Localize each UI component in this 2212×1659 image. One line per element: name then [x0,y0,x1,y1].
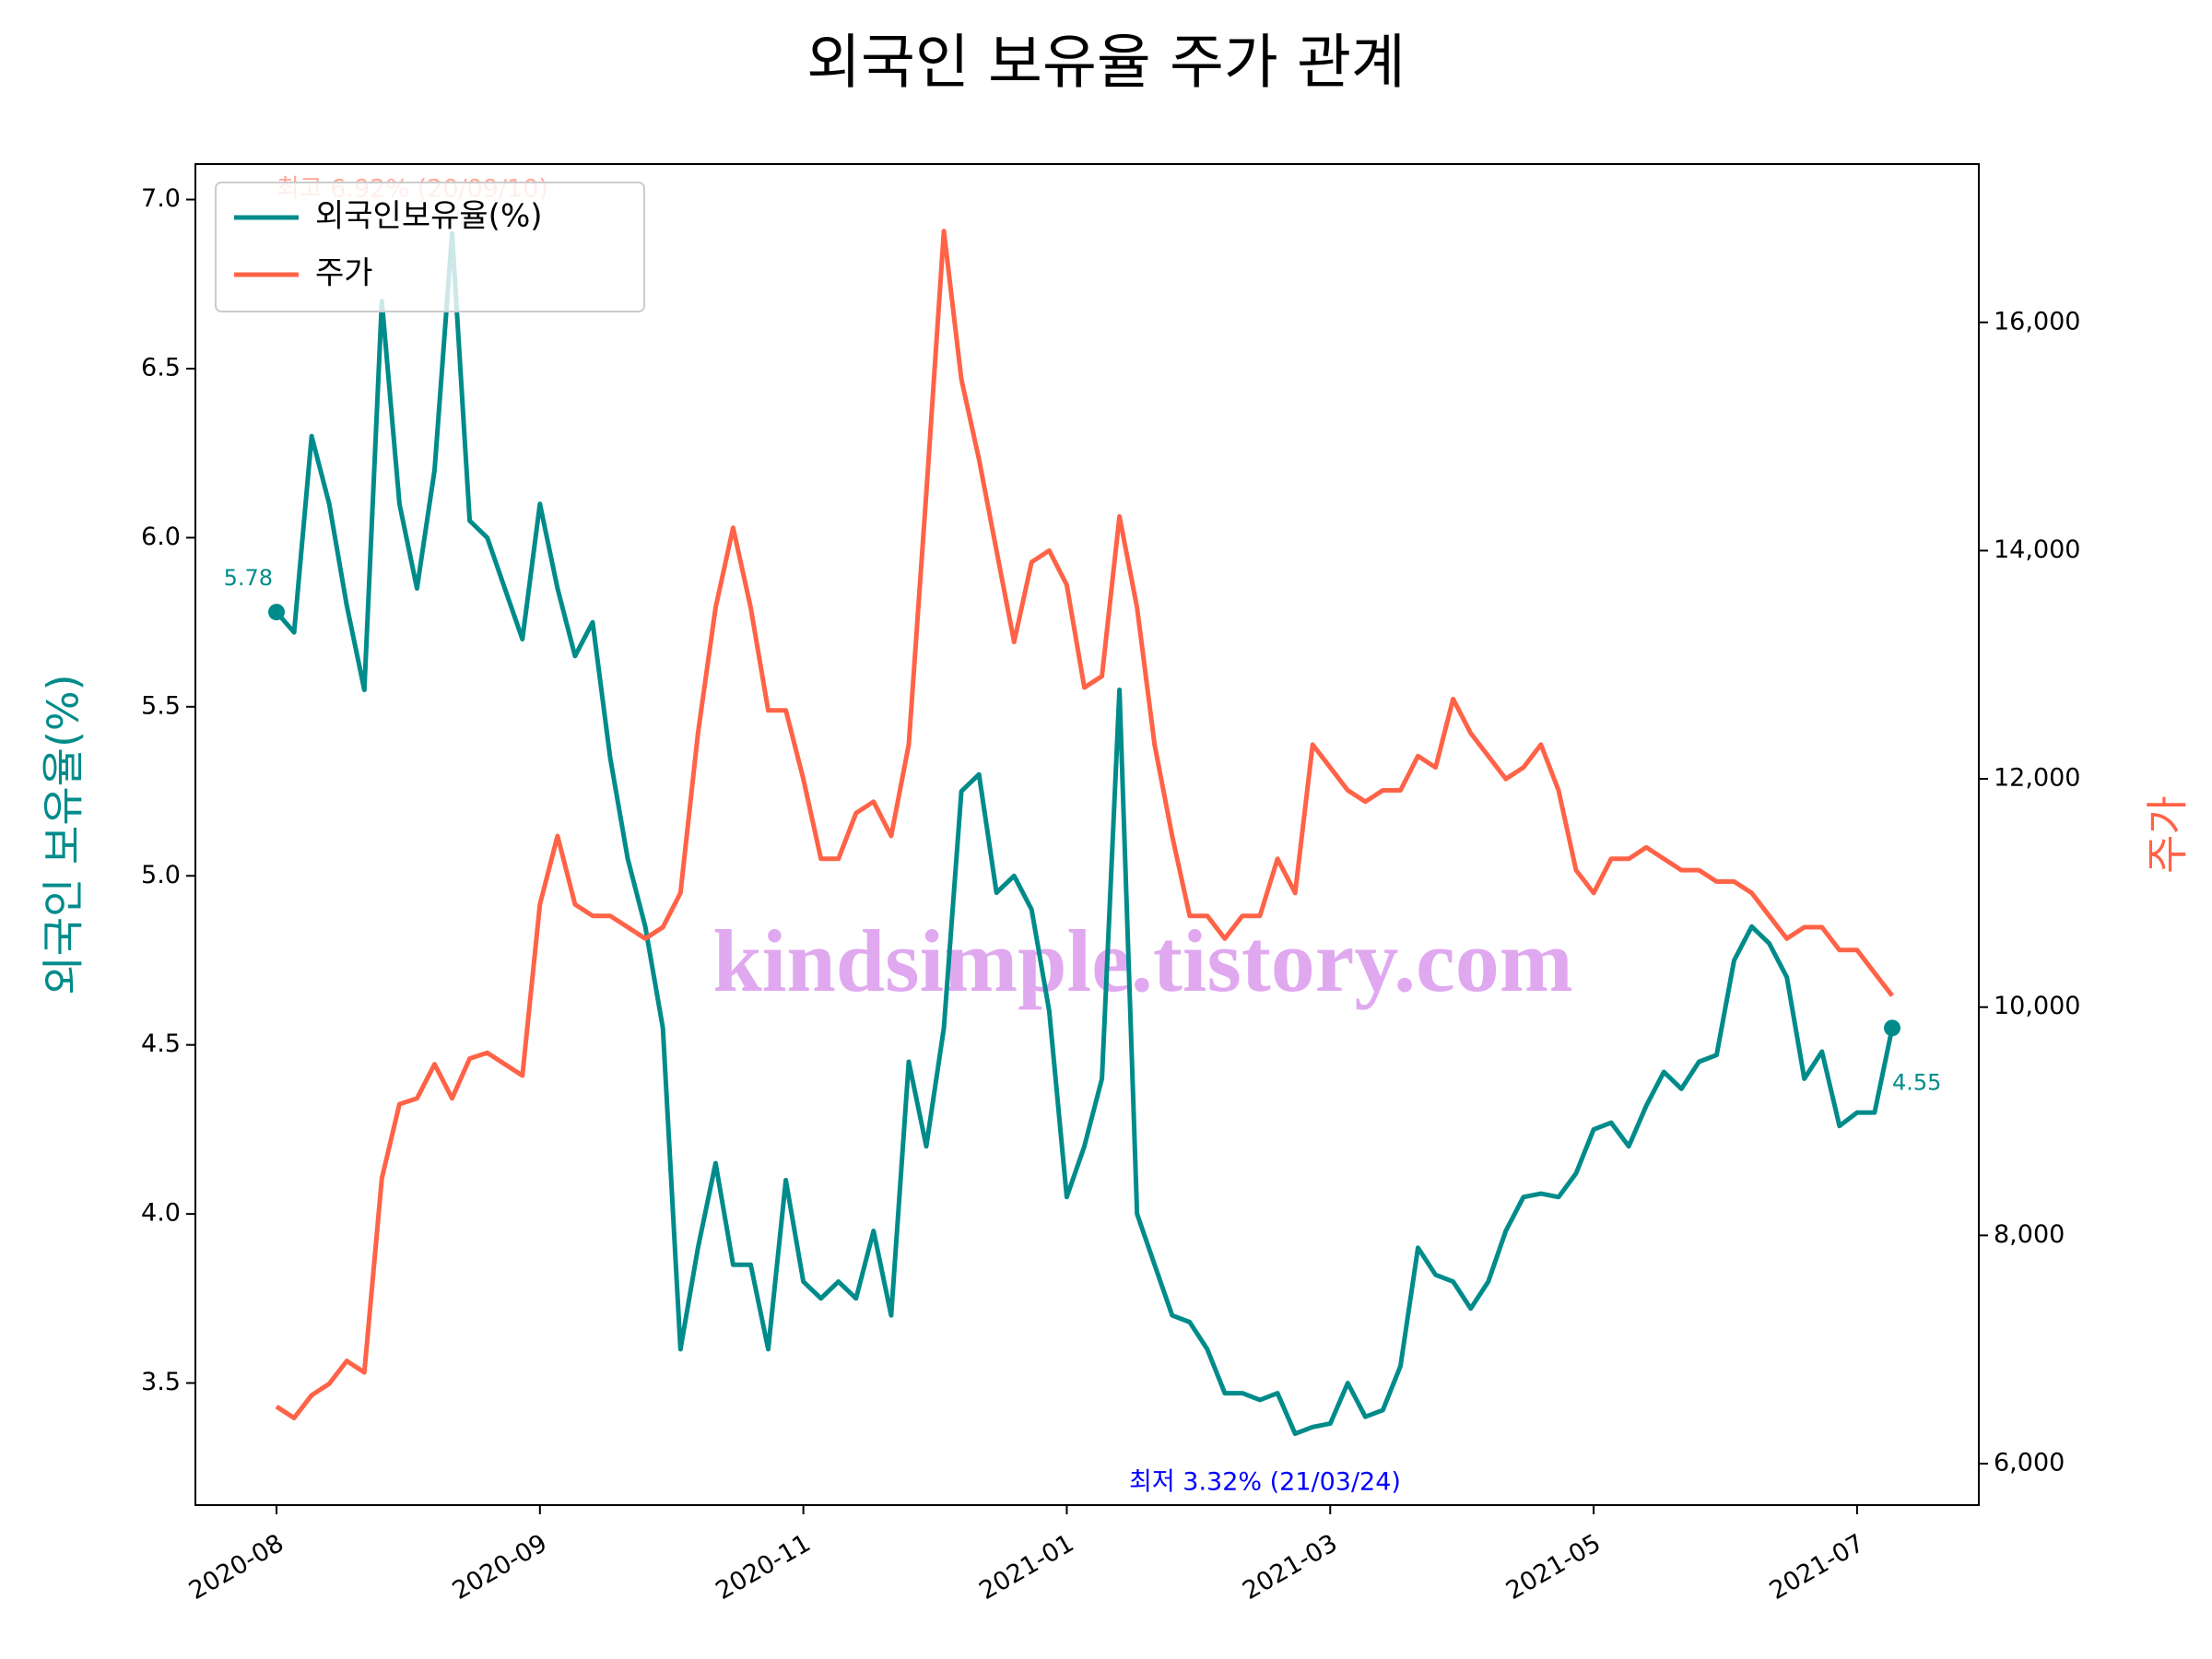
y-tick-label: 4.5 [141,1030,181,1058]
y2-tick-label: 12,000 [1994,764,2080,793]
legend: 외국인보유율(%) 주가 [215,182,645,312]
chart-title: 외국인 보유율 주가 관계 [806,29,1406,98]
plot-frame [194,163,1980,1506]
y-tick-label: 5.0 [141,861,181,889]
x-tick-label: 2021-05 [1501,1529,1606,1606]
y2-tick-label: 10,000 [1994,992,2080,1020]
x-tick-label: 2021-07 [1765,1529,1869,1606]
annotation: 최저 3.32% (21/03/24) [1129,1468,1401,1497]
y-tick-label: 6.5 [141,353,181,382]
annotation: 4.55 [1892,1069,1941,1095]
y-tick-label: 3.5 [141,1368,181,1396]
series-line [275,230,1895,1437]
y-axis-label: 외국인 보유율(%) [39,674,88,994]
y2-tick-label: 6,000 [1994,1449,2065,1477]
annotation: 5.78 [224,565,273,591]
y-tick-label: 6.0 [141,523,181,551]
y-tick-label: 4.0 [141,1199,181,1228]
legend-box [215,182,645,312]
x-tick-label: 2020-11 [712,1529,816,1606]
end-marker [1884,1019,1900,1037]
legend-label: 주가 [315,255,373,292]
y2-tick-label: 16,000 [1994,307,2080,335]
y2-tick-label: 14,000 [1994,535,2080,564]
legend-label: 외국인보유율(%) [315,198,543,235]
watermark: kindsimple.tistory.com [712,912,1572,1010]
series-line [275,229,1894,1420]
y2-axis-label: 주가 [2143,795,2193,874]
x-tick-label: 2021-03 [1238,1529,1342,1606]
start-marker [268,604,285,621]
y-tick-label: 5.5 [141,691,181,720]
y-tick-label: 7.0 [141,184,181,213]
x-tick-label: 2020-09 [448,1529,552,1606]
x-tick-label: 2021-01 [974,1529,1078,1606]
x-tick-label: 2020-08 [184,1529,288,1606]
y2-tick-label: 8,000 [1994,1220,2065,1249]
